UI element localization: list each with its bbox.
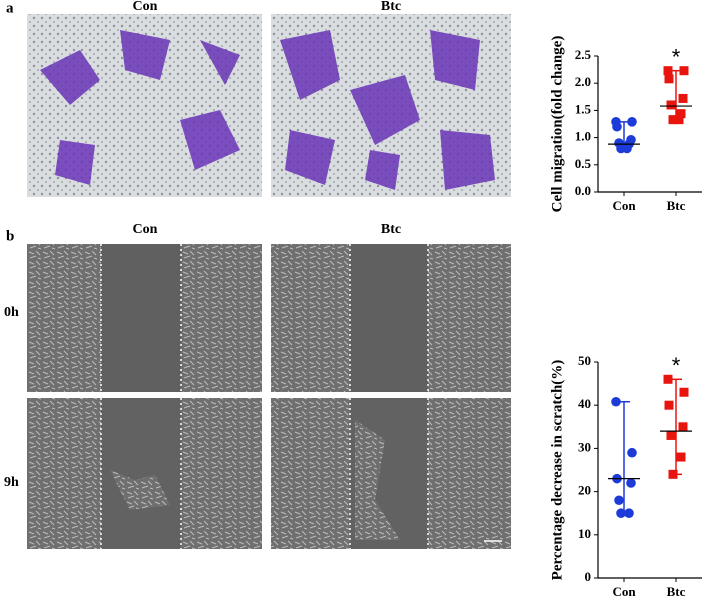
point <box>663 374 673 384</box>
point <box>679 66 689 76</box>
point <box>668 115 678 125</box>
point <box>611 396 621 407</box>
point <box>666 100 676 110</box>
point <box>663 66 673 76</box>
column-title: Btc <box>381 0 401 14</box>
x-tick-label: Btc <box>667 584 686 599</box>
point <box>664 74 674 84</box>
column-title: Con <box>133 0 158 14</box>
row-title: 0h <box>4 305 19 320</box>
y-axis-title: Cell migration(fold change) <box>549 36 565 213</box>
significance-mark: * <box>672 45 681 70</box>
point <box>676 452 686 462</box>
scratch-image <box>271 244 511 392</box>
point <box>624 508 634 518</box>
y-tick-label: 40 <box>578 396 591 411</box>
scratch-image <box>27 244 262 392</box>
point <box>622 143 632 154</box>
transwell-image <box>271 14 511 197</box>
scratch-image <box>27 398 262 549</box>
y-axis-title: Percentage decrease in scratch(%) <box>549 360 565 581</box>
point <box>678 93 688 103</box>
point <box>626 478 636 488</box>
y-tick-label: 1.0 <box>575 129 591 144</box>
y-tick-label: 0.5 <box>575 156 592 171</box>
transwell-image <box>27 14 262 197</box>
row-title: 9h <box>4 475 19 490</box>
y-tick-label: 30 <box>578 439 591 454</box>
x-tick-label: Con <box>612 584 636 599</box>
y-tick-label: 0 <box>585 569 592 584</box>
point <box>627 117 637 127</box>
x-tick-label: Con <box>612 198 636 213</box>
y-tick-label: 1.5 <box>575 101 592 116</box>
y-tick-label: 10 <box>578 526 591 541</box>
point <box>664 400 674 410</box>
point <box>612 121 622 132</box>
panel-label: a <box>6 0 14 16</box>
point <box>676 109 686 119</box>
point <box>614 495 624 506</box>
column-title: Con <box>133 222 158 237</box>
scratch-image <box>271 398 511 549</box>
x-tick-label: Btc <box>667 198 686 213</box>
significance-mark: * <box>672 353 681 378</box>
point <box>668 469 678 479</box>
panel-label: b <box>6 228 14 244</box>
point <box>674 115 684 125</box>
y-tick-label: 2.0 <box>575 74 591 89</box>
point <box>679 387 689 397</box>
point <box>616 508 626 518</box>
y-tick-label: 0.0 <box>575 183 591 198</box>
point <box>666 430 676 440</box>
point <box>678 422 688 432</box>
column-title: Btc <box>381 222 401 237</box>
y-tick-label: 50 <box>578 353 591 368</box>
y-tick-label: 2.5 <box>575 47 592 62</box>
y-tick-label: 20 <box>578 483 591 498</box>
point <box>627 447 637 458</box>
